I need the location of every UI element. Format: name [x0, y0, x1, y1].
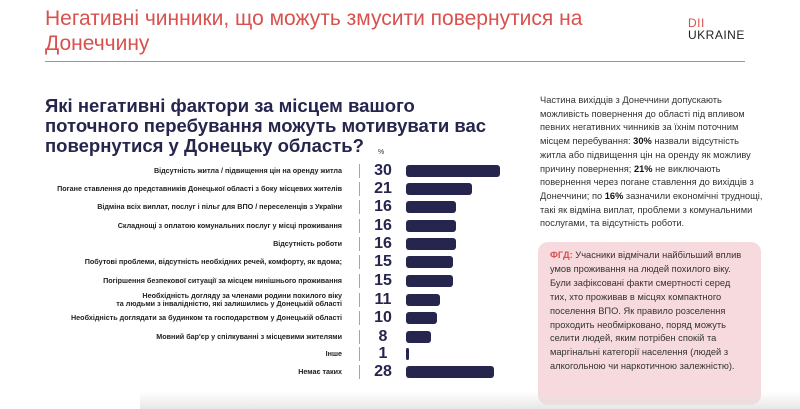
- value-label: 1: [378, 345, 388, 362]
- chart-row: Відміна всіх виплат, послуг і пільг для …: [0, 198, 520, 216]
- chart-row: Побутові проблеми, відсутність необхідни…: [0, 253, 520, 271]
- bar: [406, 220, 457, 232]
- dii-ukraine-logo: DII UKRAINE: [688, 16, 745, 42]
- row-separator: [359, 255, 360, 269]
- chart-row: Складнощі з оплатою комунальних послуг у…: [0, 217, 520, 235]
- chart-title: Які негативні фактори за місцем вашого п…: [45, 95, 487, 156]
- fgd-callout: ФГД: Учасники відмічали найбільший вплив…: [538, 242, 761, 405]
- row-separator: [359, 219, 360, 233]
- row-separator: [359, 311, 360, 325]
- chart-row: Інше 1: [0, 345, 520, 363]
- bar: [406, 331, 432, 343]
- category-label: Немає таких: [298, 367, 342, 376]
- chart-row: Відсутність житла / підвищення цін на ор…: [0, 162, 520, 180]
- category-label: Інше: [325, 349, 342, 358]
- slide-title: Негативні чинники, що можуть змусити пов…: [45, 7, 583, 55]
- bar: [406, 312, 438, 324]
- value-label: 30: [374, 162, 392, 179]
- row-separator: [359, 293, 360, 307]
- bar: [406, 366, 494, 378]
- value-label: 11: [374, 291, 392, 308]
- value-label: 28: [374, 363, 392, 380]
- category-label: Погіршення безпекової ситуації за місцем…: [103, 276, 342, 285]
- value-label: 15: [374, 253, 392, 270]
- row-separator: [359, 182, 360, 196]
- bar: [406, 348, 410, 360]
- chart-row: Необхідність доглядати за будинком та го…: [0, 309, 520, 327]
- chart-row: Мовний бар'єр у спілкуванні з місцевими …: [0, 328, 520, 346]
- value-label: 16: [374, 235, 392, 252]
- value-label: 16: [374, 217, 392, 234]
- percent-label: %: [378, 149, 385, 156]
- bar: [406, 275, 453, 287]
- bar: [406, 201, 457, 213]
- value-label: 10: [374, 309, 392, 326]
- summary-text: Частина вихідців з Донеччини допускають …: [540, 95, 763, 229]
- fgd-text: Учасники відмічали найбільший вплив умов…: [550, 250, 742, 372]
- bar: [406, 165, 500, 177]
- bar: [406, 294, 441, 306]
- chart-row: Погане ставлення до представників Донець…: [0, 180, 520, 198]
- category-label: Складнощі з оплатою комунальних послуг у…: [117, 221, 342, 230]
- chart-row: Відсутність роботи 16: [0, 235, 520, 253]
- title-divider: [45, 61, 745, 62]
- row-separator: [359, 347, 360, 361]
- chart-row: Немає таких 28: [0, 363, 520, 381]
- chart-row: Погіршення безпекової ситуації за місцем…: [0, 272, 520, 290]
- bar: [406, 256, 453, 268]
- row-separator: [359, 274, 360, 288]
- category-label: Погане ставлення до представників Донець…: [57, 184, 342, 193]
- category-label: Побутові проблеми, відсутність необхідни…: [84, 257, 342, 266]
- value-label: 21: [374, 180, 392, 197]
- category-label: Необхідність догляду за членами родини п…: [116, 291, 342, 308]
- value-label: 16: [374, 198, 392, 215]
- bar: [406, 238, 457, 250]
- chart-row: Необхідність догляду за членами родини п…: [0, 291, 520, 309]
- row-separator: [359, 365, 360, 379]
- fgd-label: ФГД:: [550, 250, 573, 260]
- value-label: 15: [374, 272, 392, 289]
- bar: [406, 183, 472, 195]
- category-label: Мовний бар'єр у спілкуванні з місцевими …: [156, 332, 342, 341]
- row-separator: [359, 164, 360, 178]
- category-label: Відсутність житла / підвищення цін на ор…: [153, 166, 342, 175]
- row-separator: [359, 330, 360, 344]
- category-label: Необхідність доглядати за будинком та го…: [70, 313, 342, 322]
- category-label: Відміна всіх виплат, послуг і пільг для …: [97, 202, 342, 211]
- category-label: Відсутність роботи: [273, 239, 342, 248]
- row-separator: [359, 237, 360, 251]
- value-label: 8: [378, 328, 388, 345]
- row-separator: [359, 200, 360, 214]
- bottom-shadow: [140, 392, 800, 409]
